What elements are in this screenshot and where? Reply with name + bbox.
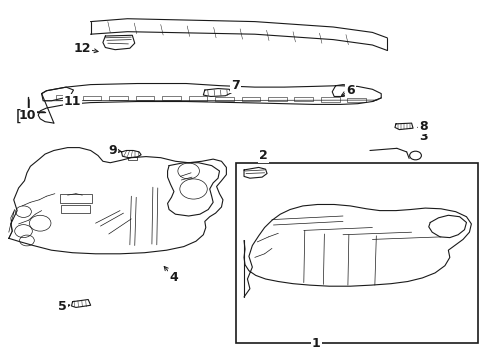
- Bar: [215, 96, 234, 101]
- Bar: [56, 95, 75, 100]
- Text: 11: 11: [64, 95, 81, 108]
- Bar: [294, 97, 313, 102]
- Text: 1: 1: [312, 337, 320, 350]
- Bar: [136, 96, 154, 100]
- Text: 5: 5: [58, 300, 67, 313]
- Text: 4: 4: [170, 271, 178, 284]
- Bar: [242, 97, 260, 101]
- Bar: [61, 205, 90, 213]
- Bar: [162, 96, 181, 100]
- Bar: [109, 96, 128, 100]
- Bar: [60, 194, 92, 203]
- Text: 7: 7: [231, 79, 240, 92]
- Text: 6: 6: [346, 84, 355, 97]
- Text: 12: 12: [74, 42, 91, 55]
- Text: 10: 10: [18, 109, 36, 122]
- Bar: [83, 96, 101, 100]
- Bar: [268, 97, 287, 101]
- Bar: [321, 97, 340, 102]
- Text: 3: 3: [419, 130, 428, 143]
- Bar: [189, 96, 207, 101]
- Bar: [236, 163, 478, 343]
- Text: 2: 2: [259, 149, 268, 162]
- Text: 9: 9: [108, 144, 117, 157]
- Text: 8: 8: [419, 120, 428, 133]
- Text: [: [: [16, 108, 22, 123]
- Bar: [347, 98, 366, 102]
- Bar: [128, 157, 137, 160]
